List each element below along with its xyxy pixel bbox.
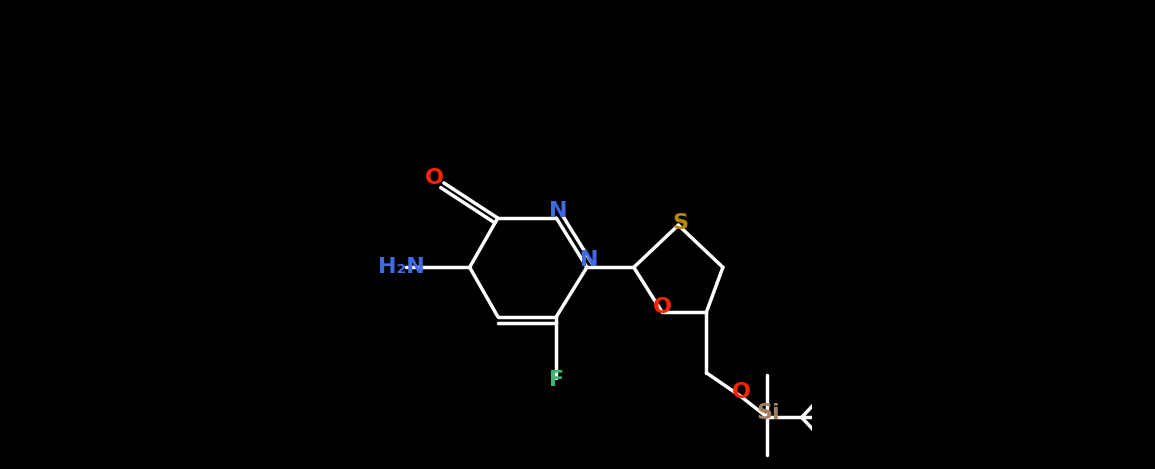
Text: Si: Si (757, 403, 780, 423)
Text: N: N (580, 250, 598, 270)
Text: F: F (549, 370, 564, 390)
Text: O: O (425, 168, 444, 188)
Text: O: O (732, 382, 751, 401)
Text: S: S (672, 213, 688, 233)
Text: N: N (550, 201, 568, 221)
Text: O: O (653, 297, 671, 317)
Text: H₂N: H₂N (378, 257, 425, 277)
